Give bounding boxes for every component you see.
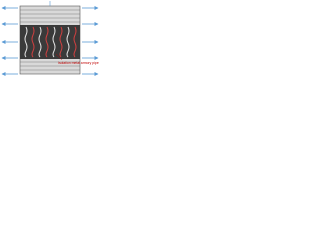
core-texture xyxy=(24,26,77,58)
diagram: Isolation metal armory pipe xyxy=(1,1,99,76)
arrows xyxy=(1,6,99,76)
page: {"annotation": "Isolation metal armory p… xyxy=(0,0,100,82)
annotation: Isolation metal armory pipe xyxy=(58,61,99,65)
layer-lines xyxy=(20,9,80,71)
leader-line xyxy=(55,53,63,61)
core-layer xyxy=(20,25,80,59)
